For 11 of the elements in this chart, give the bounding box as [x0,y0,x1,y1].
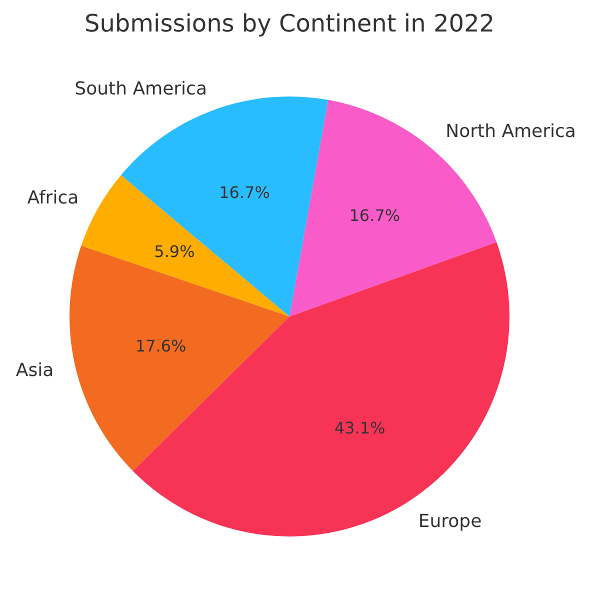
data-label: 5.9% [154,242,195,262]
data-label: 16.7% [219,182,270,202]
data-label: 43.1% [334,418,386,438]
slice-label: Africa [27,187,79,208]
data-label: 16.7% [349,206,400,226]
data-label: 17.6% [135,336,186,356]
slice-label: South America [74,78,207,100]
slice-label: North America [446,121,576,142]
slice-label: Europe [418,510,482,532]
slice-label: Asia [16,360,54,382]
chart-title: Submissions by Continent in 2022 [84,10,495,38]
